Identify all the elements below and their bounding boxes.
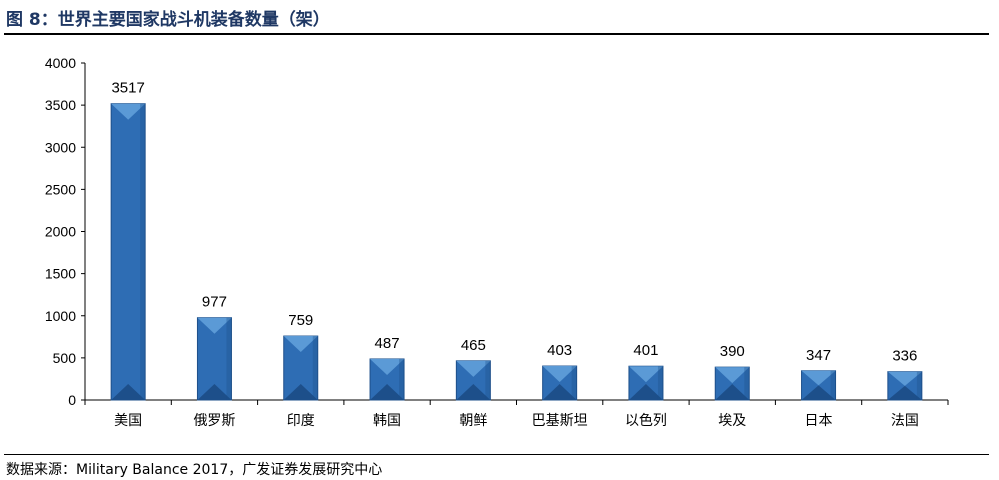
bar <box>542 365 578 401</box>
x-tick-label: 巴基斯坦 <box>532 412 588 429</box>
data-label: 977 <box>202 294 227 311</box>
bar <box>714 366 750 401</box>
bar-shade <box>399 358 405 400</box>
bar-shade <box>657 366 663 400</box>
bar <box>196 317 232 401</box>
bar-shade <box>571 366 577 400</box>
bar-shade <box>916 371 922 400</box>
bar-top-bevel <box>628 366 663 383</box>
bar-top-bevel <box>715 367 750 384</box>
x-tick-label: 韩国 <box>373 413 401 429</box>
bar-chart: 0 500 1000 1500 2000 2500 3000 3500 4000 3517 美国 9… <box>45 55 949 429</box>
x-tick-label: 埃及 <box>718 413 746 429</box>
data-label: 390 <box>720 343 745 360</box>
source-note: 数据来源：Military Balance 2017，广发证券发展研究中心 <box>6 462 383 478</box>
bar-bottom-bevel <box>197 384 232 400</box>
y-tick-label: 4000 <box>45 55 76 71</box>
bar <box>283 335 319 401</box>
bar-shade <box>744 367 750 400</box>
bar-bottom-bevel <box>801 385 836 400</box>
bar-bottom-bevel <box>370 384 405 400</box>
y-tick-label: 3500 <box>45 97 76 113</box>
bar-bottom-bevel <box>542 384 577 400</box>
bar <box>887 371 923 401</box>
bar-top-bevel <box>456 360 491 377</box>
bar-bottom-bevel <box>628 384 663 400</box>
y-tick-label: 3000 <box>45 139 76 155</box>
data-label: 3517 <box>111 80 144 97</box>
y-tick-label: 0 <box>68 392 76 408</box>
y-tick-label: 2000 <box>45 224 76 240</box>
bar-top-bevel <box>801 370 836 386</box>
data-label: 465 <box>461 337 486 354</box>
x-tick-label: 以色列 <box>625 412 667 429</box>
bar-top-bevel <box>283 336 318 353</box>
source-divider <box>4 454 989 455</box>
bar-bottom-bevel <box>456 384 491 400</box>
bar-shade <box>485 360 491 400</box>
x-tick-label: 美国 <box>114 413 142 429</box>
bar <box>455 360 491 401</box>
data-label: 487 <box>375 335 400 352</box>
y-tick-label: 500 <box>53 350 77 366</box>
y-tick-label: 1500 <box>45 266 76 282</box>
data-label: 759 <box>288 312 313 329</box>
bar-bottom-bevel <box>887 385 922 400</box>
bar-bottom-bevel <box>715 384 750 400</box>
bar-top-bevel <box>542 366 577 383</box>
bar-shade <box>830 370 836 400</box>
x-tick-label: 俄罗斯 <box>193 413 235 429</box>
y-tick-label: 1000 <box>45 308 76 324</box>
bar-shade <box>140 103 146 400</box>
chart-title: 图 8：世界主要国家战斗机装备数量（架） <box>6 10 330 30</box>
y-tick-label: 2500 <box>45 181 76 197</box>
bar-top-bevel <box>197 317 232 334</box>
data-label: 403 <box>547 342 572 359</box>
chart-bars <box>110 103 923 401</box>
bar <box>110 103 146 401</box>
bar-bottom-bevel <box>283 384 318 400</box>
chart-labels: 3517 美国 977 俄罗斯 759 印度 487 韩国 465 朝鲜 403 巴基斯坦 401 以色列… <box>111 80 918 429</box>
x-tick-label: 印度 <box>287 413 315 429</box>
bar-top-bevel <box>370 358 405 375</box>
bar <box>801 370 837 401</box>
bar-top-bevel <box>111 103 146 120</box>
x-tick-label: 法国 <box>891 413 919 429</box>
data-label: 347 <box>806 347 831 364</box>
bar-top-bevel <box>887 371 922 386</box>
x-tick-label: 日本 <box>805 413 833 429</box>
bar <box>628 365 664 401</box>
bar-bottom-bevel <box>111 384 146 400</box>
data-label: 401 <box>633 342 658 359</box>
bar-shade <box>312 336 318 400</box>
data-label: 336 <box>892 348 917 365</box>
bar-body <box>110 103 146 401</box>
x-tick-label: 朝鲜 <box>459 413 487 429</box>
bar <box>369 358 405 401</box>
title-divider <box>4 33 989 35</box>
bar-shade <box>226 317 232 400</box>
